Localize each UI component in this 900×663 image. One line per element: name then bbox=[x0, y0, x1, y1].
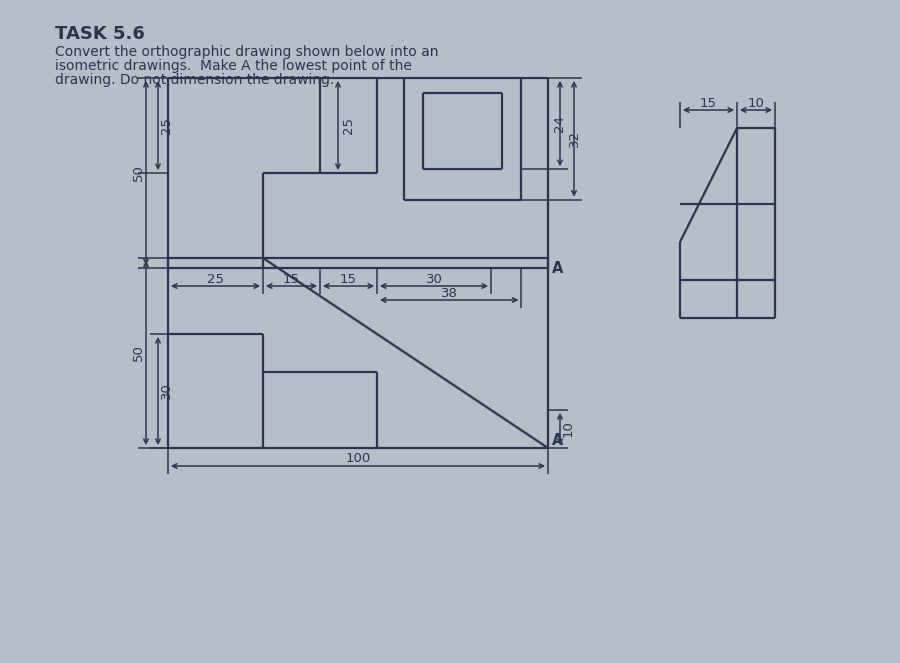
Text: 15: 15 bbox=[283, 272, 300, 286]
Text: 30: 30 bbox=[159, 383, 173, 399]
Text: 25: 25 bbox=[159, 117, 173, 134]
Text: drawing. Do not dimension the drawing.: drawing. Do not dimension the drawing. bbox=[55, 73, 335, 87]
Text: 10: 10 bbox=[748, 97, 764, 109]
Text: 38: 38 bbox=[441, 286, 457, 300]
Text: A: A bbox=[552, 261, 563, 276]
Text: 25: 25 bbox=[341, 117, 355, 134]
Text: 15: 15 bbox=[340, 272, 357, 286]
Text: 100: 100 bbox=[346, 453, 371, 465]
Text: A: A bbox=[552, 433, 563, 448]
Text: Convert the orthographic drawing shown below into an: Convert the orthographic drawing shown b… bbox=[55, 45, 438, 59]
Text: 10: 10 bbox=[562, 420, 574, 438]
Text: 50: 50 bbox=[131, 164, 145, 182]
Text: 32: 32 bbox=[568, 131, 580, 147]
Text: 25: 25 bbox=[207, 272, 224, 286]
Text: 15: 15 bbox=[700, 97, 717, 109]
Text: TASK 5.6: TASK 5.6 bbox=[55, 25, 145, 43]
Text: 30: 30 bbox=[426, 272, 443, 286]
Text: 50: 50 bbox=[131, 345, 145, 361]
Text: 24: 24 bbox=[554, 115, 566, 132]
Text: isometric drawings.  Make A the lowest point of the: isometric drawings. Make A the lowest po… bbox=[55, 59, 412, 73]
